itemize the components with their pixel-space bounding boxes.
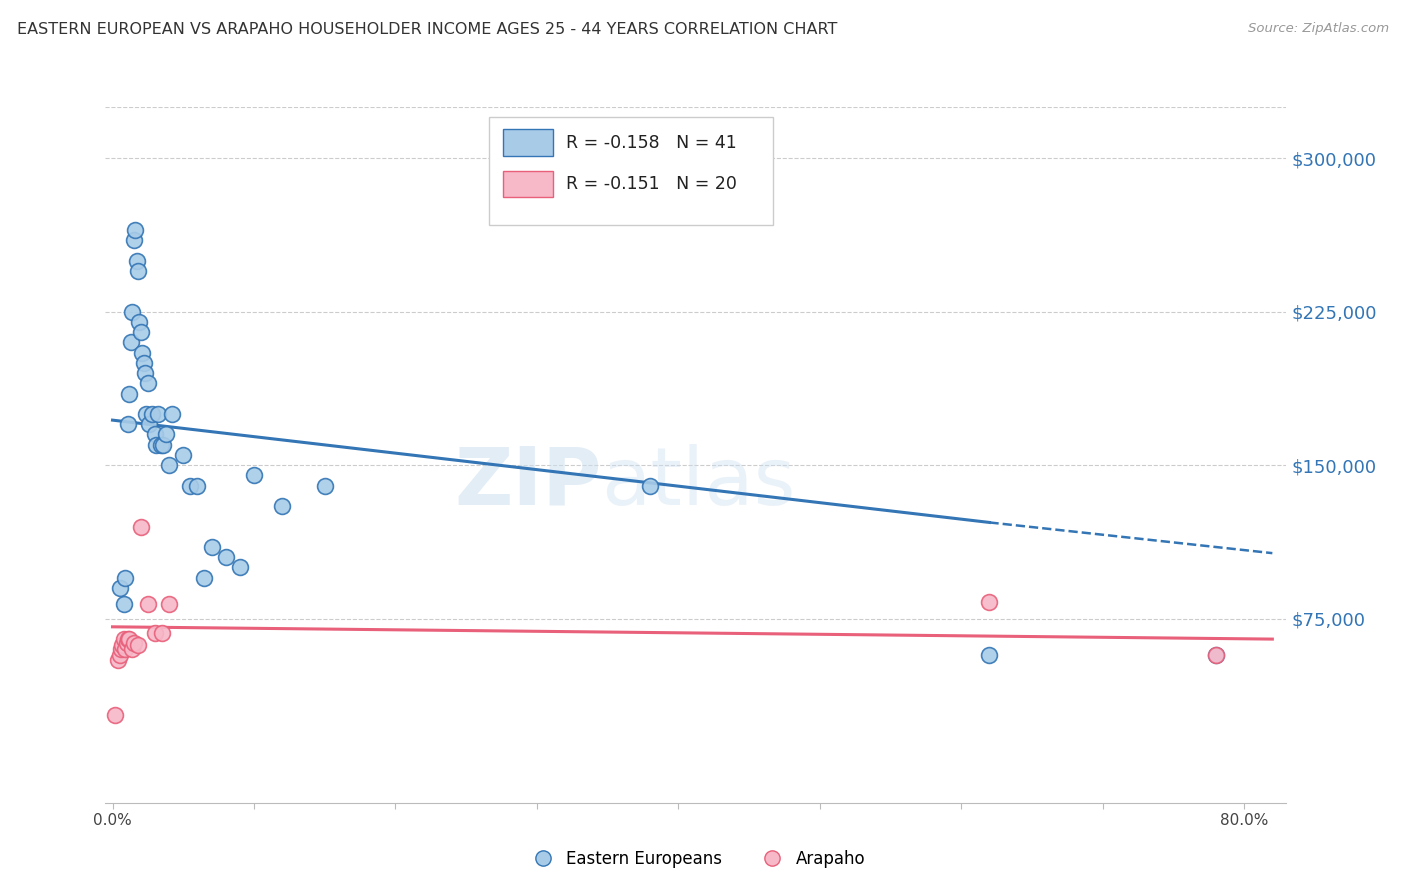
Point [271, 499, 294, 513]
Point [143, 626, 166, 640]
Point [979, 595, 1001, 609]
Point [122, 636, 145, 650]
Point [150, 626, 173, 640]
Point [120, 335, 142, 350]
Point [134, 366, 156, 380]
Point [314, 478, 336, 492]
FancyBboxPatch shape [503, 129, 553, 156]
Point [117, 417, 139, 432]
Point [143, 427, 166, 442]
Text: EASTERN EUROPEAN VS ARAPAHO HOUSEHOLDER INCOME AGES 25 - 44 YEARS CORRELATION CH: EASTERN EUROPEAN VS ARAPAHO HOUSEHOLDER … [17, 22, 837, 37]
Point [152, 438, 174, 452]
Point [146, 407, 169, 421]
Point [136, 597, 159, 611]
Point [121, 642, 143, 657]
Point [129, 325, 152, 339]
Point [108, 648, 131, 663]
Point [157, 597, 180, 611]
Point [104, 707, 127, 722]
Point [145, 438, 167, 452]
Point [115, 636, 138, 650]
Point [117, 632, 139, 646]
Point [131, 345, 153, 359]
Point [193, 571, 215, 585]
Point [132, 356, 155, 370]
Point [135, 407, 157, 421]
Text: atlas: atlas [602, 443, 796, 522]
Point [107, 652, 129, 666]
Legend: Eastern Europeans, Arapaho: Eastern Europeans, Arapaho [520, 843, 872, 874]
Point [215, 550, 238, 565]
FancyBboxPatch shape [489, 118, 773, 226]
Point [157, 458, 180, 472]
Point [149, 438, 172, 452]
Point [141, 407, 163, 421]
Point [118, 632, 141, 646]
Point [111, 638, 134, 652]
Point [127, 264, 149, 278]
Point [122, 233, 145, 247]
Point [128, 315, 150, 329]
Point [125, 253, 148, 268]
Text: R = -0.151   N = 20: R = -0.151 N = 20 [567, 175, 737, 194]
Point [127, 638, 149, 652]
Point [979, 648, 1001, 663]
Point [124, 223, 146, 237]
Point [136, 376, 159, 391]
Point [200, 540, 222, 554]
Point [1205, 648, 1227, 663]
Point [121, 304, 143, 318]
Point [1205, 648, 1227, 663]
Point [155, 427, 177, 442]
Point [114, 642, 136, 657]
Text: Source: ZipAtlas.com: Source: ZipAtlas.com [1249, 22, 1389, 36]
Point [229, 560, 252, 574]
Point [108, 581, 131, 595]
Text: R = -0.158   N = 41: R = -0.158 N = 41 [567, 134, 737, 152]
Point [186, 478, 208, 492]
Point [129, 519, 152, 533]
Point [110, 642, 132, 657]
Point [112, 597, 135, 611]
Text: ZIP: ZIP [454, 443, 602, 522]
Point [118, 386, 141, 401]
Point [638, 478, 661, 492]
Point [243, 468, 266, 483]
Point [160, 407, 183, 421]
Point [138, 417, 160, 432]
Point [179, 478, 201, 492]
Point [172, 448, 194, 462]
FancyBboxPatch shape [503, 171, 553, 197]
Point [114, 571, 136, 585]
Point [112, 632, 135, 646]
